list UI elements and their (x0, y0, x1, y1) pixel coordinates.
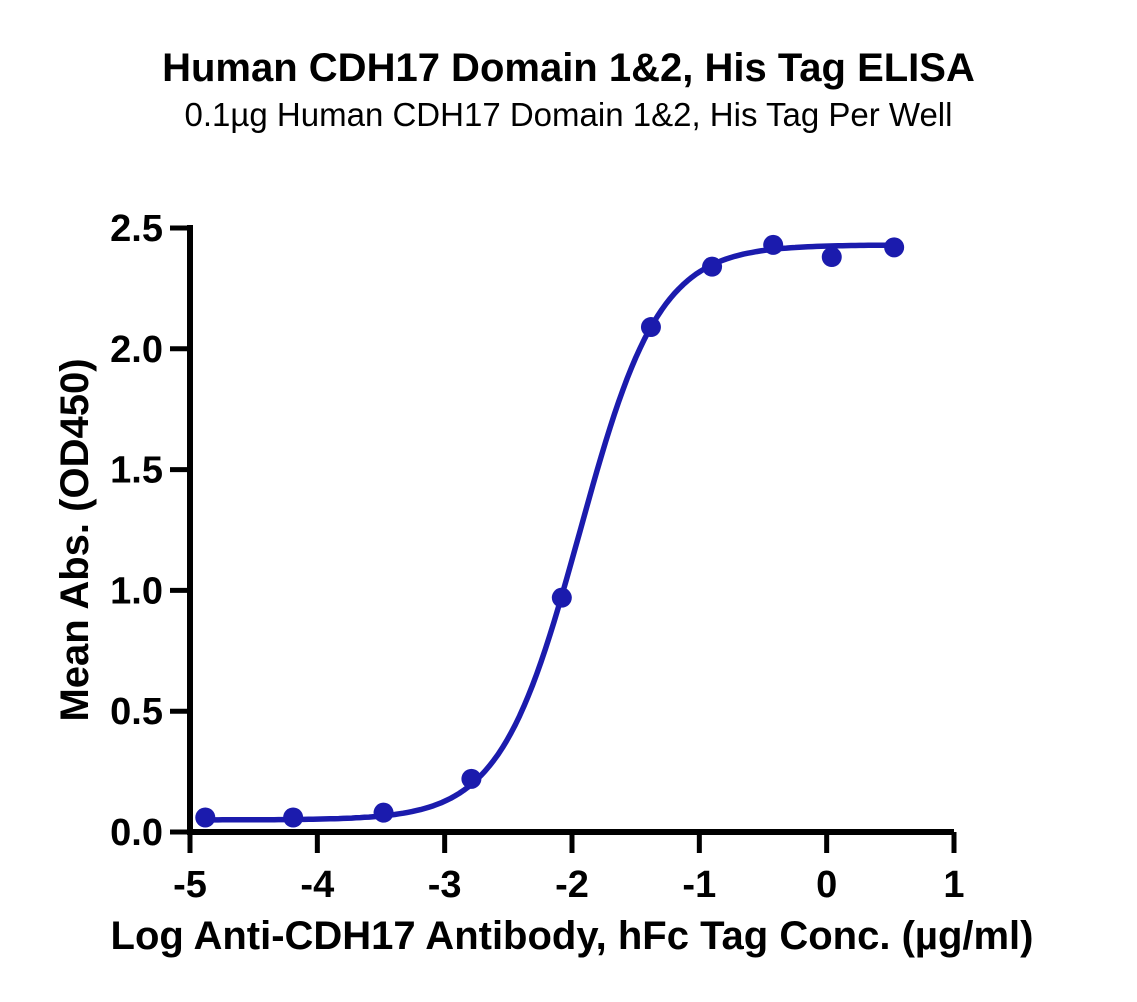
data-point (195, 807, 216, 828)
data-point (821, 246, 842, 267)
x-tick-label: 1 (943, 864, 964, 906)
chart-subtitle: 0.1µg Human CDH17 Domain 1&2, His Tag Pe… (184, 96, 953, 133)
data-point (640, 317, 661, 338)
data-point (461, 768, 482, 789)
x-tick-label: -3 (428, 864, 462, 906)
data-point (702, 256, 723, 277)
y-tick-label: 1.0 (110, 570, 163, 612)
y-tick-label: 1.5 (110, 450, 163, 492)
x-tick-label: -4 (300, 864, 334, 906)
sigmoid-curve (202, 242, 897, 823)
data-point (884, 237, 905, 258)
y-axis-label: Mean Abs. (OD450) (53, 358, 97, 721)
y-tick-label: 0.5 (110, 691, 163, 733)
data-point (283, 807, 304, 828)
x-tick-label: -1 (682, 864, 716, 906)
y-tick-label: 2.5 (110, 208, 163, 250)
data-points (195, 234, 905, 828)
axes: 0.0 0.5 1.0 1.5 2.0 2.5 -5 -4 -3 -2 -1 0 1 (110, 208, 964, 906)
x-axis-label: Log Anti-CDH17 Antibody, hFc Tag Conc. (… (111, 914, 1034, 958)
data-point (373, 802, 394, 823)
x-tick-label: 0 (816, 864, 837, 906)
fitted-curve (202, 242, 897, 823)
y-tick-label: 2.0 (110, 329, 163, 371)
x-tick-label: -2 (555, 864, 589, 906)
data-point (551, 587, 572, 608)
y-tick-label: 0.0 (110, 812, 163, 854)
x-tick-label: -5 (173, 864, 207, 906)
axis-spine (187, 225, 954, 835)
chart-title: Human CDH17 Domain 1&2, His Tag ELISA (162, 46, 975, 90)
data-point (763, 234, 784, 255)
